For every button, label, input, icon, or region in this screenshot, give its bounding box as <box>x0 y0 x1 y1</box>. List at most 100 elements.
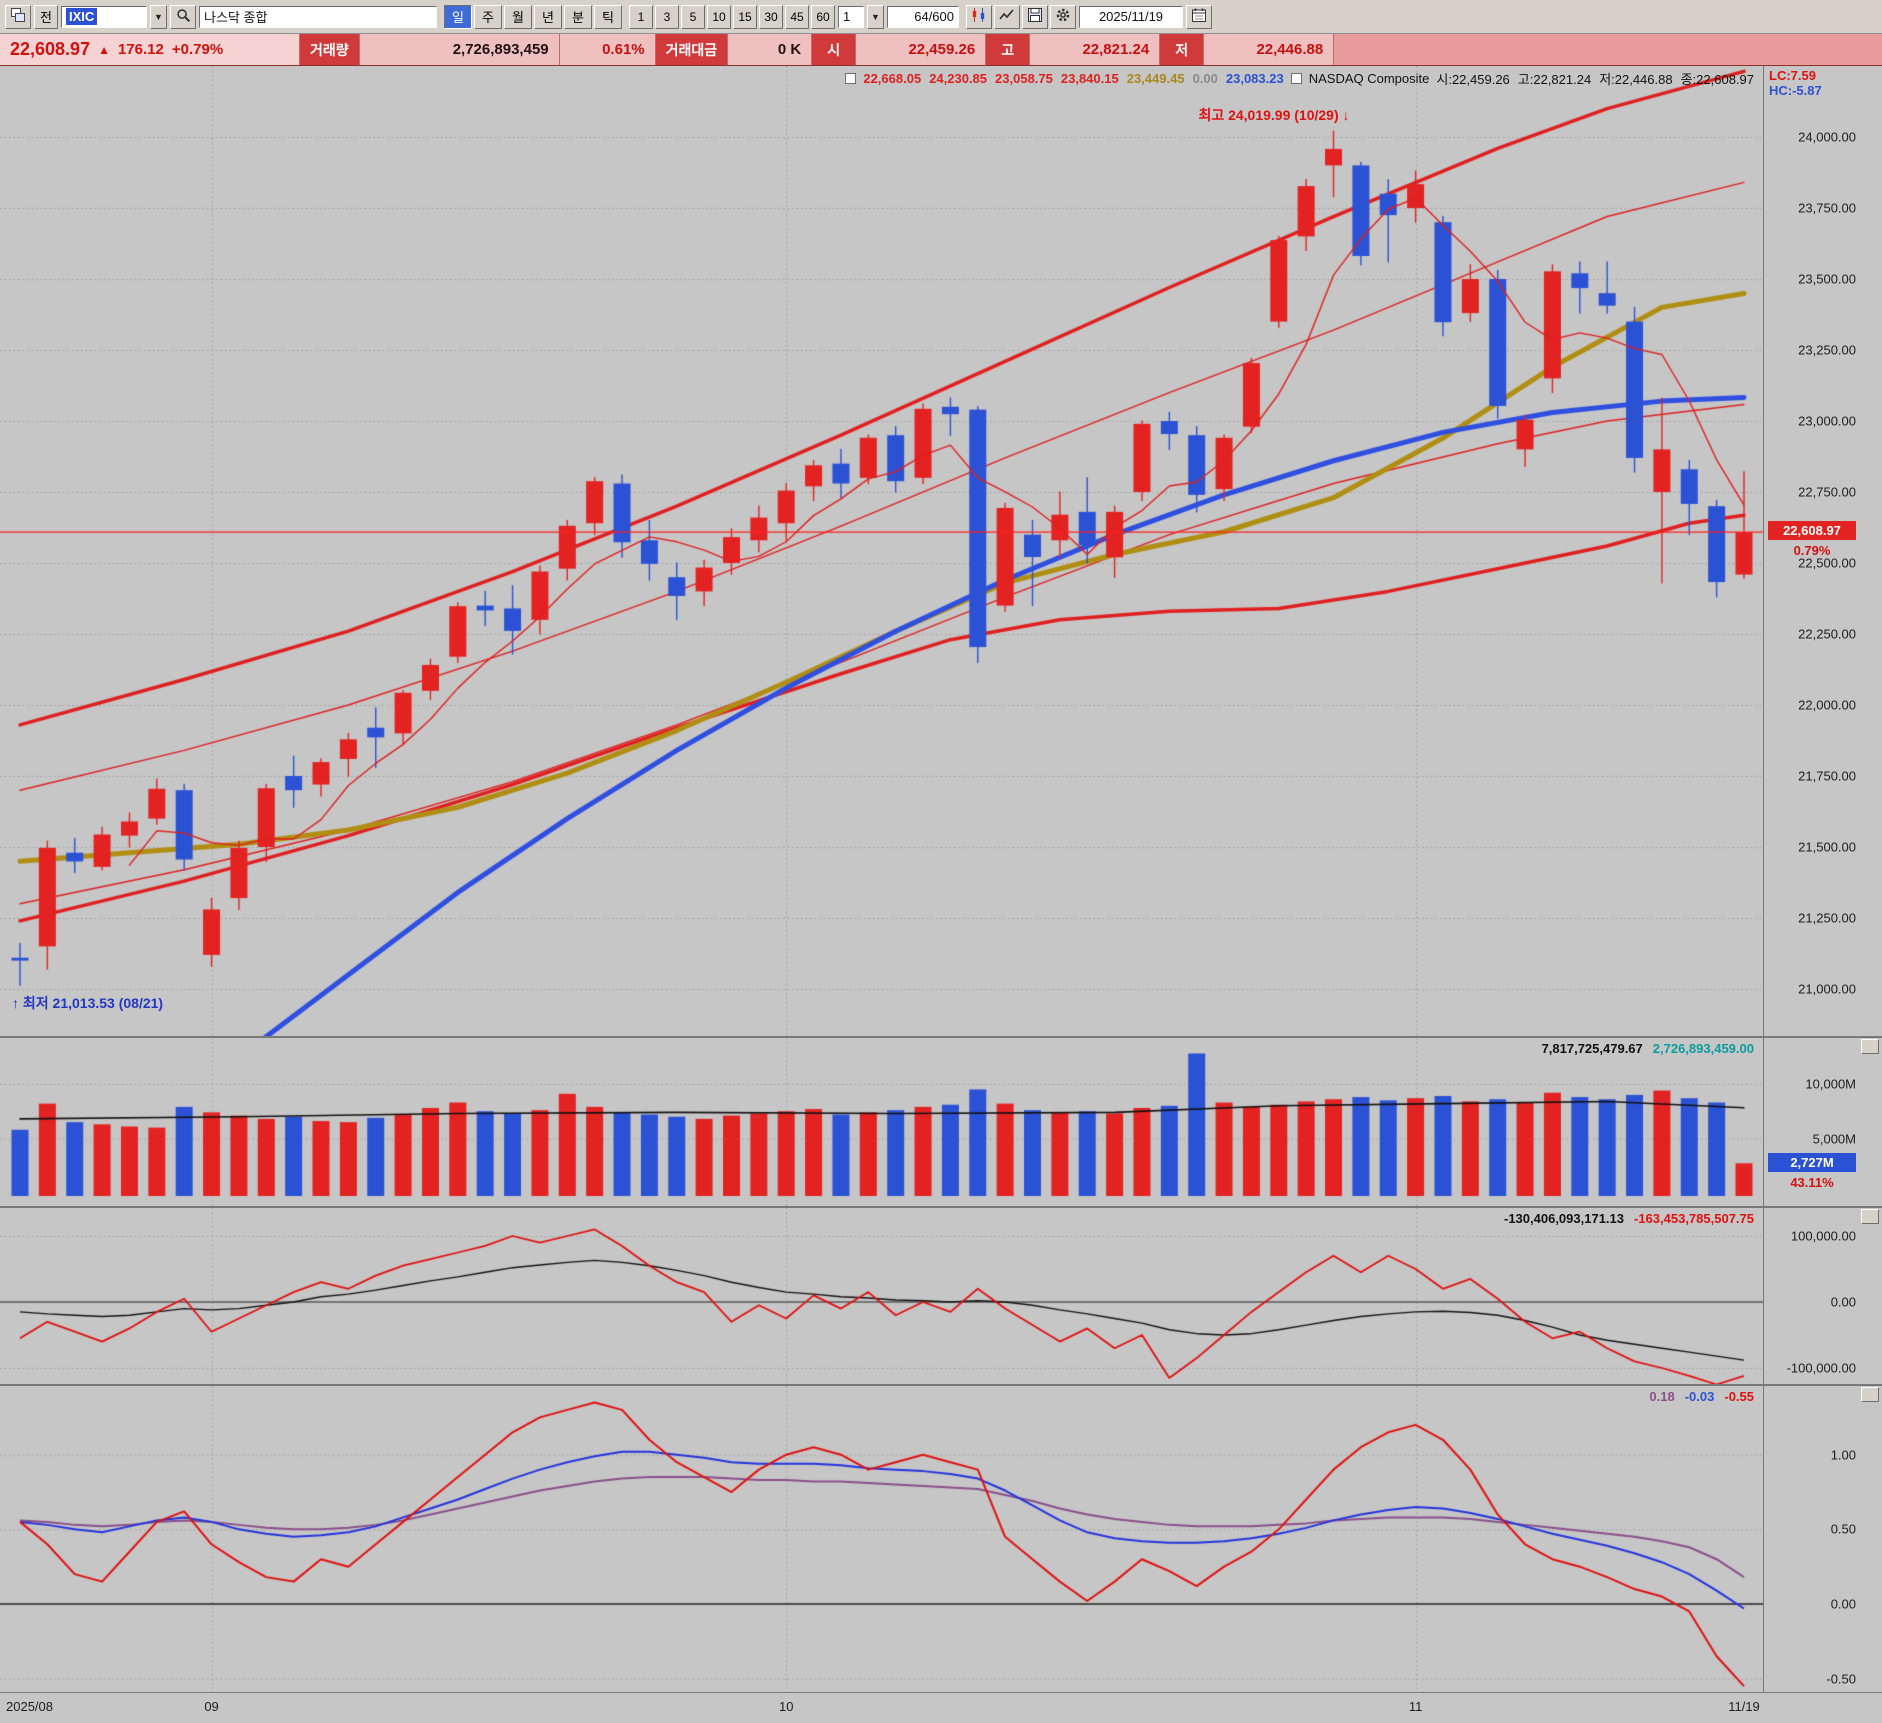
search-icon-button[interactable] <box>170 4 196 29</box>
period-tab-tick[interactable]: 틱 <box>594 4 622 29</box>
interval-button-45[interactable]: 45 <box>785 4 809 29</box>
lc-hc-readout: LC:7.59 HC:-5.87 <box>1769 68 1822 98</box>
date-field[interactable]: 2025/11/19 <box>1079 5 1183 28</box>
interval-dropdown-button[interactable]: ▼ <box>867 4 884 29</box>
interval-button-60[interactable]: 60 <box>811 4 835 29</box>
symbol-name-input[interactable]: 나스닥 종합 <box>199 5 437 28</box>
legend-checkbox-icon[interactable] <box>845 73 857 84</box>
lowest-price-annotation: ↑ 최저 21,013.53 (08/21) <box>12 995 164 1012</box>
indicator1-value: -163,453,785,507.75 <box>1634 1211 1754 1226</box>
save-icon-button[interactable] <box>1022 4 1048 29</box>
prev-symbol-button[interactable]: 전 <box>34 4 58 29</box>
indicator-value: 23,449.45 <box>1126 71 1185 86</box>
panel-settings-button[interactable] <box>1861 1039 1879 1054</box>
indicator-value: 24,230.85 <box>929 71 988 86</box>
volume-chart-canvas[interactable] <box>0 1038 1764 1206</box>
symbol-input[interactable]: IXIC <box>61 5 147 28</box>
indicator2-value: -0.55 <box>1724 1389 1754 1404</box>
indicator2-value: -0.03 <box>1684 1389 1715 1404</box>
y-axis-label: 22,500.00 <box>1798 555 1856 571</box>
price-axis: LC:7.59 HC:-5.87 22,608.97 0.79% 24,000.… <box>1763 66 1882 1036</box>
lc-value: LC:7.59 <box>1769 68 1816 83</box>
volume-label: 거래량 <box>300 34 360 65</box>
y-axis-label: 10,000M <box>1805 1076 1856 1092</box>
trade-value: 0 K <box>728 34 813 65</box>
trade-value-label: 거래대금 <box>655 34 729 65</box>
up-arrow-icon: ▲ <box>98 42 110 57</box>
y-axis-label: 100,000.00 <box>1790 1228 1856 1244</box>
line-chart-icon-button[interactable] <box>994 4 1020 29</box>
date-value: 2025/11/19 <box>1098 9 1164 24</box>
y-axis-label: 23,250.00 <box>1798 342 1856 358</box>
y-axis-label: 0.50 <box>1830 1521 1856 1537</box>
y-axis-label: -100,000.00 <box>1786 1360 1856 1376</box>
calendar-icon <box>1191 7 1207 26</box>
low-label: 저 <box>1160 34 1205 65</box>
price-change-percent: +0.79% <box>171 41 224 58</box>
panel-settings-button[interactable] <box>1861 1387 1879 1402</box>
windows-icon <box>10 7 26 26</box>
indicator-value: 23,840.15 <box>1060 71 1119 86</box>
period-tab-week[interactable]: 주 <box>474 4 502 29</box>
settings-gear-icon-button[interactable] <box>1050 4 1076 29</box>
x-axis-label: 2025/08 <box>6 1699 53 1714</box>
interval-button-10[interactable]: 10 <box>707 4 731 29</box>
save-disk-icon <box>1027 7 1043 26</box>
gear-icon <box>1055 7 1071 26</box>
current-price-percent: 0.79% <box>1793 543 1831 559</box>
interval-button-15[interactable]: 15 <box>733 4 757 29</box>
panel-settings-button[interactable] <box>1861 1209 1879 1224</box>
high-label: 고 <box>986 34 1031 65</box>
indicator-panel-1: -130,406,093,171.13 -163,453,785,507.75 1… <box>0 1206 1882 1384</box>
indicator-value: 23,058.75 <box>995 71 1053 86</box>
y-axis-label: 0.00 <box>1830 1294 1856 1310</box>
candle-chart-icon-button[interactable] <box>966 4 992 29</box>
y-axis-label: 5,000M <box>1812 1131 1856 1146</box>
candle-count-field[interactable]: 64/600 <box>887 5 959 28</box>
interval-select[interactable]: 1 <box>838 5 864 28</box>
interval-button-30[interactable]: 30 <box>759 4 783 29</box>
y-axis-label: 21,000.00 <box>1798 981 1856 997</box>
volume-label-value: 2,726,893,459.00 <box>1652 1041 1754 1056</box>
interval-buttons: 1 3 5 10 15 30 45 60 <box>629 4 835 29</box>
indicator2-chart-canvas[interactable] <box>0 1386 1764 1692</box>
period-tab-day[interactable]: 일 <box>444 4 472 29</box>
y-axis-label: 21,250.00 <box>1798 910 1856 926</box>
last-price: 22,608.97 <box>10 39 91 59</box>
period-tab-month[interactable]: 월 <box>504 4 532 29</box>
main-chart-panel: 22,668.05 24,230.85 23,058.75 23,840.15 23,4… <box>0 66 1882 1036</box>
indicator-value: 0.00 <box>1192 71 1218 86</box>
indicator1-axis: 100,000.00 0.00 -100,000.00 <box>1763 1208 1882 1384</box>
interval-button-3[interactable]: 3 <box>655 4 679 29</box>
current-volume-percent: 43.11% <box>1790 1175 1834 1191</box>
chart-legend: 22,668.05 24,230.85 23,058.75 23,840.15 23,4… <box>845 69 1754 88</box>
indicator1-value: -130,406,093,171.13 <box>1504 1211 1624 1226</box>
current-volume-tag: 2,727M <box>1768 1153 1856 1173</box>
volume-label-value: 7,817,725,479.67 <box>1541 1041 1643 1056</box>
interval-button-1[interactable]: 1 <box>629 4 653 29</box>
candlestick-chart-canvas[interactable] <box>0 66 1764 1036</box>
interval-value: 1 <box>843 9 851 24</box>
interval-button-5[interactable]: 5 <box>681 4 705 29</box>
symbol-name: 나스닥 종합 <box>204 10 268 25</box>
indicator1-chart-canvas[interactable] <box>0 1208 1764 1384</box>
price-summary: 22,608.97 ▲ 176.12 +0.79% <box>0 34 300 65</box>
search-icon <box>176 8 191 26</box>
high-value: 22,821.24 <box>1030 34 1161 65</box>
volume-readout: 7,817,725,479.67 2,726,893,459.00 <box>1542 1041 1754 1056</box>
legend-checkbox-icon[interactable] <box>1290 73 1302 84</box>
calendar-icon-button[interactable] <box>1186 4 1212 29</box>
y-axis-label: -0.50 <box>1826 1671 1856 1687</box>
indicator1-readout: -130,406,093,171.13 -163,453,785,507.75 <box>1504 1211 1754 1226</box>
current-price-tag: 22,608.97 <box>1768 521 1856 541</box>
volume-value: 2,726,893,459 <box>359 34 560 65</box>
indicator2-readout: 0.18 -0.03 -0.55 <box>1649 1389 1754 1404</box>
indicator-value: 23,083.23 <box>1225 71 1284 86</box>
period-tab-year[interactable]: 년 <box>534 4 562 29</box>
window-style-icon-button[interactable] <box>5 4 31 29</box>
symbol-dropdown-button[interactable]: ▼ <box>150 4 167 29</box>
period-tab-minute[interactable]: 분 <box>564 4 592 29</box>
